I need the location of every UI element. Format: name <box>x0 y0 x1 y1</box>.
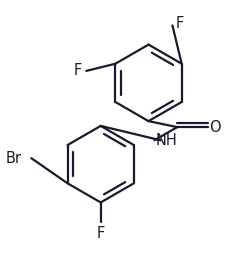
Text: O: O <box>210 120 221 135</box>
Text: F: F <box>176 16 184 31</box>
Text: F: F <box>97 226 105 241</box>
Text: Br: Br <box>6 151 22 166</box>
Text: F: F <box>73 63 82 78</box>
Text: NH: NH <box>156 133 177 148</box>
